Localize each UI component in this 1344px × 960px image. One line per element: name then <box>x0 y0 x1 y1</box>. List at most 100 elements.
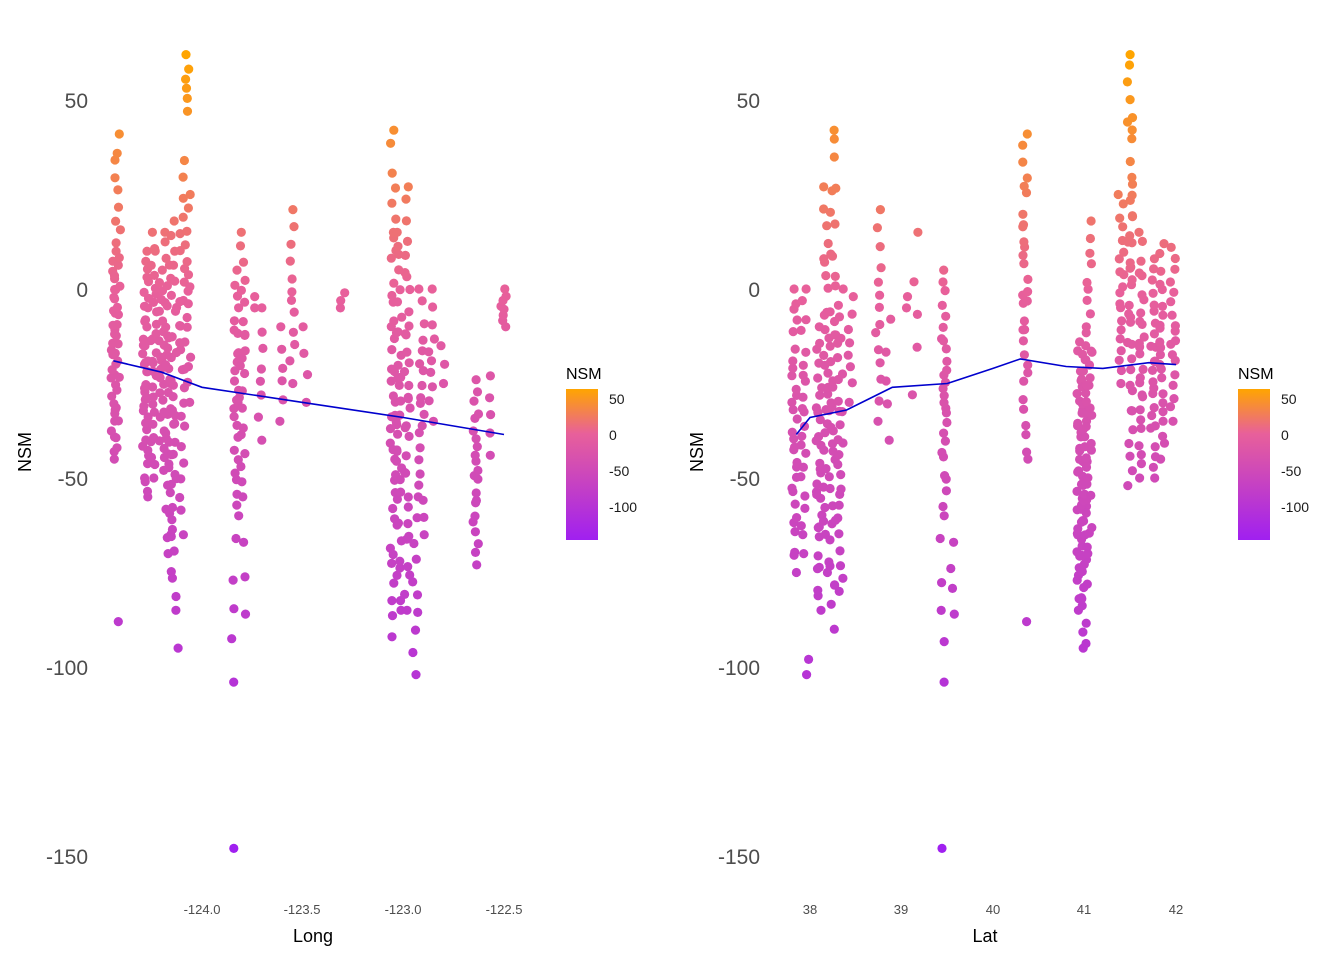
data-point <box>1018 209 1028 219</box>
data-point <box>875 319 885 330</box>
data-point <box>228 575 238 585</box>
data-point <box>874 396 884 406</box>
data-point <box>833 353 843 363</box>
panel-long-ytick-50: 50 <box>65 90 88 113</box>
data-point <box>113 617 123 627</box>
panel-lat-ytick-neg100: -100 <box>718 657 760 680</box>
data-point <box>178 193 188 203</box>
data-point <box>1125 380 1135 390</box>
data-point <box>109 292 119 302</box>
data-point <box>1158 431 1168 441</box>
data-point <box>1085 233 1095 244</box>
data-point <box>161 428 171 438</box>
data-point <box>146 452 157 462</box>
data-point <box>1165 402 1176 412</box>
data-point <box>112 385 122 395</box>
data-point <box>386 253 396 263</box>
data-point <box>1136 423 1146 433</box>
data-point <box>1150 442 1160 452</box>
data-point <box>240 609 251 619</box>
data-point <box>185 189 195 200</box>
data-point <box>882 399 893 409</box>
panel-lat-smooth-line <box>795 358 1177 436</box>
data-point <box>801 448 811 458</box>
data-point <box>405 403 415 413</box>
panel-lat-legend-tick-neg50: -50 <box>1281 463 1301 479</box>
data-point <box>875 242 885 252</box>
data-point <box>395 410 405 420</box>
data-point <box>237 403 247 413</box>
data-point <box>797 431 807 441</box>
data-point <box>1124 438 1134 449</box>
data-point <box>819 350 829 360</box>
data-point <box>949 537 959 547</box>
data-point <box>229 445 239 455</box>
data-point <box>825 561 835 571</box>
data-point <box>1086 259 1096 269</box>
data-point <box>113 202 124 212</box>
data-point <box>409 538 419 549</box>
data-point <box>788 363 798 373</box>
data-point <box>1149 300 1159 310</box>
data-point <box>838 573 848 583</box>
data-point <box>798 392 808 402</box>
data-point <box>848 292 858 302</box>
data-point <box>142 486 153 496</box>
data-point <box>837 369 848 379</box>
data-point <box>799 421 810 431</box>
data-point <box>240 297 250 307</box>
data-point <box>150 244 160 254</box>
data-point <box>845 362 856 372</box>
data-point <box>835 561 846 571</box>
data-point <box>416 393 426 403</box>
data-point <box>825 207 836 217</box>
data-point <box>798 462 809 472</box>
data-point <box>797 296 807 306</box>
data-point <box>395 475 405 485</box>
data-point <box>236 461 246 472</box>
data-point <box>1127 113 1138 123</box>
data-point <box>182 257 192 267</box>
data-point <box>935 533 945 544</box>
data-point <box>471 488 481 498</box>
panel-lat-xtick-38: 38 <box>803 902 817 917</box>
data-point <box>140 315 151 325</box>
data-point <box>1136 415 1146 425</box>
data-point <box>799 549 809 559</box>
data-point <box>113 416 123 426</box>
data-point <box>166 290 176 300</box>
data-point <box>169 216 179 226</box>
data-point <box>112 302 122 312</box>
data-point <box>470 547 481 558</box>
data-point <box>1021 420 1031 431</box>
data-point <box>234 511 244 521</box>
data-point <box>1087 523 1097 533</box>
data-point <box>1018 140 1028 150</box>
data-point <box>1085 248 1095 258</box>
data-point <box>400 467 410 477</box>
data-point <box>1118 222 1128 232</box>
data-point <box>170 276 180 286</box>
data-point <box>110 173 120 183</box>
panel-long-xtick-0: -124.0 <box>184 902 221 917</box>
panel-long-xtick-2: -123.0 <box>385 902 422 917</box>
data-point <box>109 271 120 281</box>
data-point <box>1022 447 1032 457</box>
panel-lat-xtick-39: 39 <box>894 902 908 917</box>
data-point <box>822 221 832 231</box>
data-point <box>387 198 397 208</box>
data-point <box>469 396 479 406</box>
data-point <box>815 458 825 468</box>
data-point <box>834 586 844 597</box>
data-point <box>826 249 836 259</box>
data-point <box>1115 213 1125 223</box>
data-point <box>185 282 195 292</box>
data-point <box>400 423 410 433</box>
data-point <box>238 317 248 327</box>
data-point <box>392 420 402 430</box>
data-point <box>240 368 250 379</box>
data-point <box>1148 288 1158 298</box>
data-point <box>1127 134 1137 144</box>
data-point <box>1155 320 1165 330</box>
data-point <box>178 172 188 182</box>
